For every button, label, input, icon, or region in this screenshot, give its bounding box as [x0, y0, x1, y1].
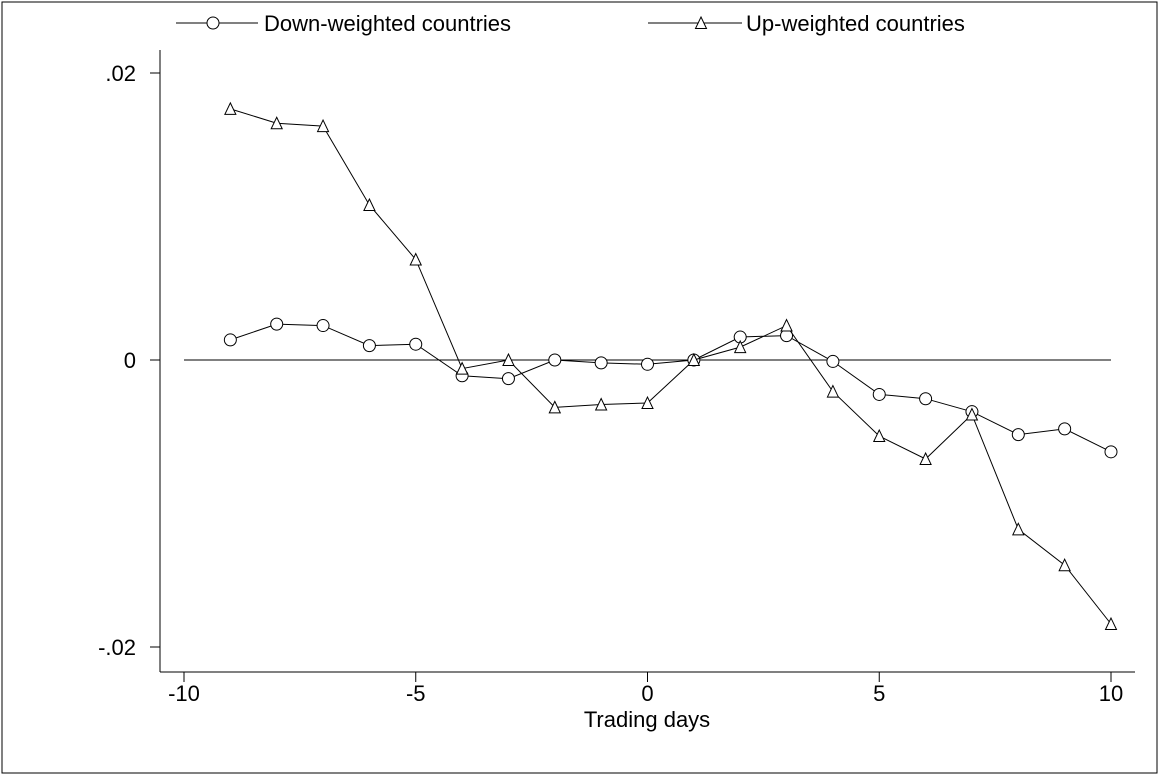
data-point-circle	[594, 356, 608, 370]
series-group	[223, 101, 1118, 631]
data-point-triangle	[594, 397, 608, 411]
data-point-circle	[548, 353, 562, 367]
data-point-triangle	[502, 352, 515, 366]
data-point-circle	[872, 387, 886, 401]
legend-label-down-weighted: Down-weighted countries	[264, 11, 511, 36]
x-tick-label: -10	[168, 681, 200, 706]
data-point-triangle	[780, 318, 793, 332]
data-point-triangle	[687, 352, 701, 366]
legend-item-down-weighted: Down-weighted countries	[176, 11, 511, 36]
y-tick-label: .02	[105, 61, 136, 86]
data-point-triangle	[224, 101, 237, 115]
data-point-circle	[826, 354, 840, 368]
data-point-triangle	[733, 339, 747, 354]
x-tick-label: 10	[1099, 681, 1123, 706]
data-point-triangle	[363, 197, 376, 212]
data-point-circle	[223, 333, 237, 347]
data-point-triangle	[455, 361, 469, 375]
series-up-weighted-countries	[224, 101, 1118, 631]
data-point-circle	[362, 339, 376, 353]
data-point-triangle	[409, 252, 423, 266]
data-point-triangle	[826, 384, 840, 398]
data-point-circle	[316, 319, 330, 333]
data-point-triangle	[1012, 522, 1025, 536]
data-point-triangle	[270, 116, 283, 130]
y-axis: -.02 0 .02	[98, 50, 161, 672]
data-point-circle	[501, 372, 515, 386]
series-line-down-weighted-countries	[230, 323, 1112, 453]
y-tick-label: 0	[124, 348, 136, 373]
data-point-circle	[1104, 445, 1118, 459]
x-tick-label: 5	[873, 681, 885, 706]
data-point-triangle	[641, 395, 654, 410]
data-point-circle	[270, 317, 284, 331]
data-point-triangle	[548, 400, 562, 414]
legend: Down-weighted countries Up-weighted coun…	[176, 11, 965, 36]
data-point-triangle	[1104, 616, 1118, 631]
y-tick-label: -.02	[98, 635, 136, 660]
data-point-circle	[919, 392, 933, 406]
x-axis: -10 -5 0 5 10	[160, 671, 1135, 706]
data-point-circle	[641, 357, 654, 371]
series-line-up-weighted-countries	[230, 108, 1112, 625]
data-point-circle	[409, 337, 423, 351]
x-tick-label: -5	[406, 681, 426, 706]
data-point-circle	[1011, 428, 1025, 442]
x-axis-title: Trading days	[584, 707, 710, 732]
data-point-triangle	[1058, 558, 1071, 572]
series-down-weighted-countries	[223, 317, 1118, 459]
legend-marker-circle	[206, 16, 220, 30]
legend-marker-triangle	[694, 15, 708, 29]
x-tick-label: 0	[641, 681, 653, 706]
legend-label-up-weighted: Up-weighted countries	[746, 11, 965, 36]
data-point-triangle	[919, 451, 932, 466]
legend-item-up-weighted: Up-weighted countries	[648, 11, 965, 36]
data-point-triangle	[872, 428, 886, 443]
data-point-triangle	[316, 118, 330, 133]
data-point-triangle	[965, 407, 979, 421]
data-point-circle	[1058, 422, 1072, 436]
